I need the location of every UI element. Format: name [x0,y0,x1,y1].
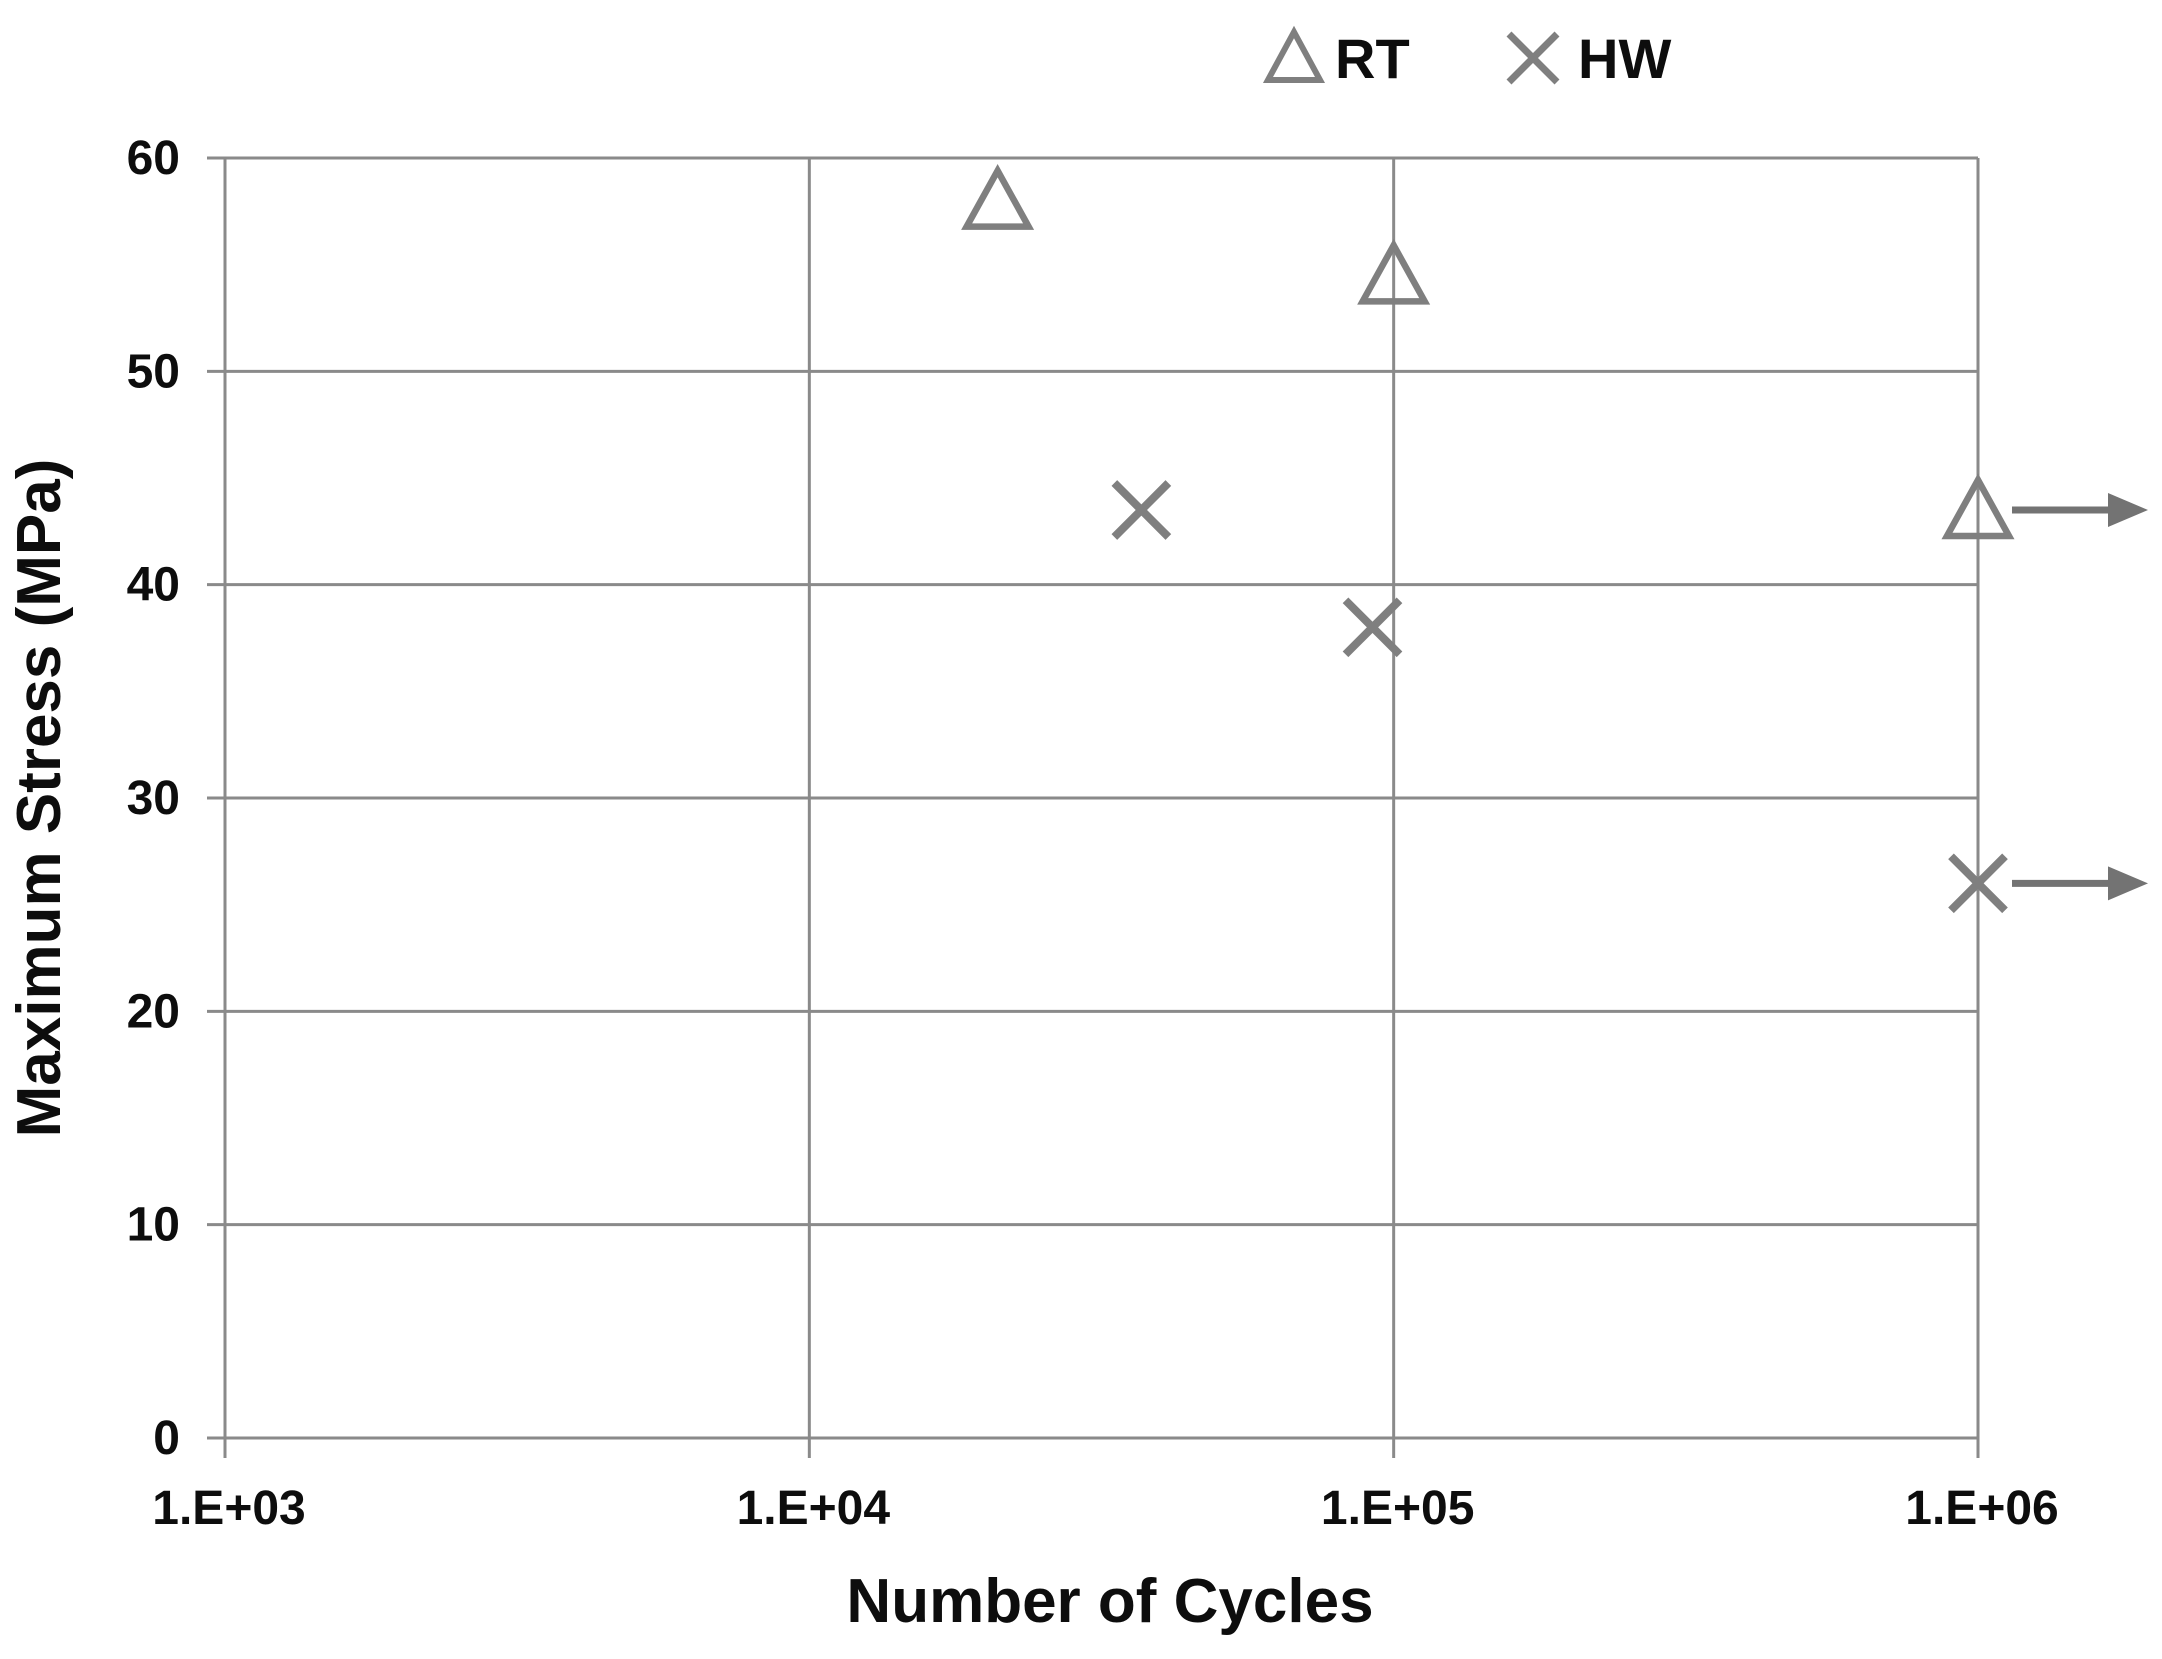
x-axis-title: Number of Cycles [846,1567,1373,1636]
y-tick-label: 10 [127,1199,180,1252]
rt-data-marker [961,163,1035,230]
x-tick-label: 1.E+04 [737,1482,891,1535]
y-tick-label: 60 [127,132,180,185]
legend-rt-marker [1262,25,1326,83]
hw-data-marker [1948,853,2008,914]
runout-arrow-head [2108,493,2148,527]
legend-label-rt: RT [1335,27,1410,90]
y-tick-label: 30 [127,772,180,825]
legend-label-hw: HW [1578,27,1671,90]
rt-data-marker [1357,238,1431,305]
x-tick-label: 1.E+06 [1905,1482,2058,1535]
rt-data-marker [1941,473,2015,540]
y-tick-label: 40 [127,559,180,612]
x-tick-label: 1.E+05 [1321,1482,1474,1535]
y-tick-label: 0 [153,1412,180,1465]
y-axis-title: Maximum Stress (MPa) [5,459,74,1138]
y-tick-label: 50 [127,345,180,398]
x-tick-label: 1.E+03 [152,1482,305,1535]
hw-data-marker [1342,597,1403,658]
hw-data-marker [1111,480,1172,540]
legend-hw-marker [1506,31,1560,85]
y-tick-label: 20 [127,985,180,1038]
runout-arrow-head [2108,866,2148,901]
